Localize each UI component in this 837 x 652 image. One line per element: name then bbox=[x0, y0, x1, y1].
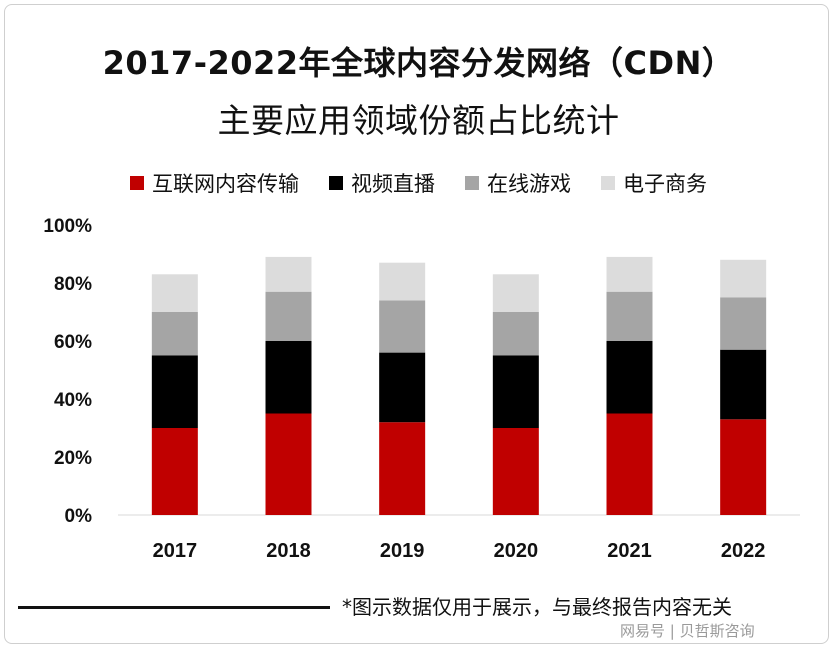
legend-swatch bbox=[130, 176, 144, 190]
bar-segment bbox=[379, 422, 426, 515]
bar-segment bbox=[379, 262, 426, 301]
legend-swatch bbox=[601, 176, 615, 190]
bar-segment bbox=[492, 428, 539, 515]
legend: 互联网内容传输 视频直播 在线游戏 电子商务 bbox=[0, 168, 837, 198]
x-tick-label: 2021 bbox=[607, 540, 652, 562]
bar-segment bbox=[720, 259, 767, 298]
chart-title: 2017-2022年全球内容分发网络（CDN） bbox=[102, 44, 735, 82]
bar-segment bbox=[606, 256, 653, 292]
watermark: 网易号 | 贝哲斯咨询 bbox=[620, 622, 755, 640]
bar-segment bbox=[265, 291, 312, 341]
x-tick-label: 2019 bbox=[380, 540, 425, 562]
footer-divider bbox=[18, 606, 330, 609]
y-tick-label: 80% bbox=[54, 274, 92, 295]
bar-segment bbox=[151, 355, 198, 428]
bar-segment bbox=[720, 349, 767, 420]
y-tick-label: 20% bbox=[54, 448, 92, 469]
bar-segment bbox=[151, 274, 198, 312]
footnote: *图示数据仅用于展示，与最终报告内容无关 bbox=[342, 595, 732, 619]
x-tick-label: 2020 bbox=[494, 540, 539, 562]
legend-label: 视频直播 bbox=[351, 172, 435, 196]
bar-segment bbox=[151, 428, 198, 515]
bar-segment bbox=[606, 291, 653, 341]
y-tick-label: 100% bbox=[43, 216, 92, 237]
bar-segment bbox=[492, 355, 539, 428]
legend-swatch bbox=[465, 176, 479, 190]
chart-frame bbox=[4, 4, 829, 644]
y-tick-label: 60% bbox=[54, 332, 92, 353]
y-tick-label: 40% bbox=[54, 390, 92, 411]
legend-label: 在线游戏 bbox=[487, 172, 571, 196]
x-tick-label: 2017 bbox=[153, 540, 198, 562]
legend-swatch bbox=[329, 176, 343, 190]
legend-item: 视频直播 bbox=[329, 168, 435, 198]
bar-segment bbox=[606, 341, 653, 414]
bar-segment bbox=[492, 274, 539, 312]
legend-label: 互联网内容传输 bbox=[152, 172, 299, 196]
bar-segment bbox=[379, 352, 426, 423]
chart-subtitle: 主要应用领域份额占比统计 bbox=[217, 101, 620, 140]
bar-segment bbox=[606, 413, 653, 515]
legend-item: 在线游戏 bbox=[465, 168, 571, 198]
bar-segment bbox=[265, 256, 312, 292]
legend-item: 电子商务 bbox=[601, 168, 707, 198]
bar-segment bbox=[379, 300, 426, 353]
legend-label: 电子商务 bbox=[623, 172, 707, 196]
bar-segment bbox=[265, 341, 312, 414]
x-tick-label: 2018 bbox=[266, 540, 311, 562]
bar-segment bbox=[720, 419, 767, 515]
x-tick-label: 2022 bbox=[721, 540, 766, 562]
bar-segment bbox=[492, 312, 539, 356]
bar-segment bbox=[151, 312, 198, 356]
bar-segment bbox=[720, 297, 767, 350]
y-tick-label: 0% bbox=[65, 506, 93, 527]
legend-item: 互联网内容传输 bbox=[130, 168, 299, 198]
bar-segment bbox=[265, 413, 312, 515]
